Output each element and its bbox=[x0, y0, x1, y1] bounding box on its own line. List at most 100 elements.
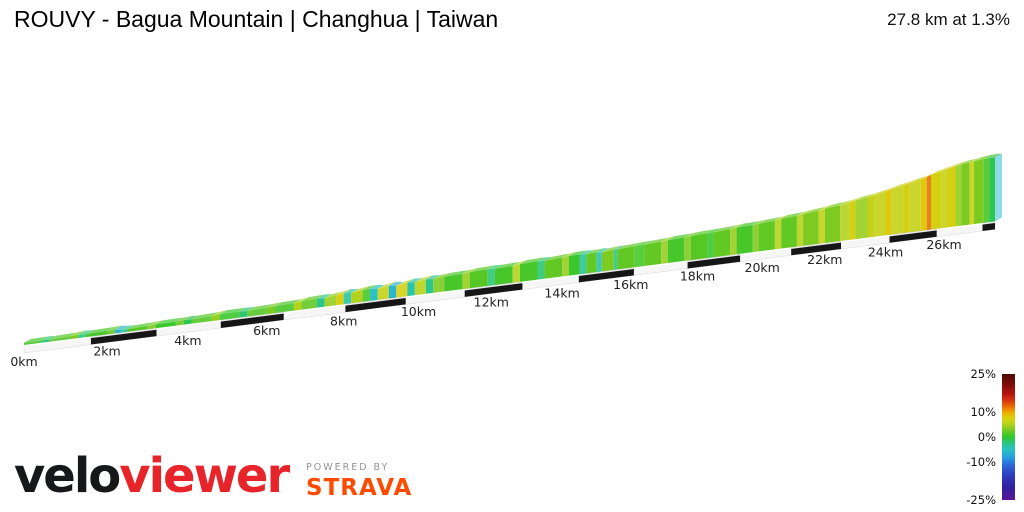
strava-logo: STRAVA bbox=[306, 475, 413, 501]
profile-segment-top bbox=[941, 165, 954, 172]
axis-distance-stripe bbox=[889, 228, 937, 243]
profile-segment-front bbox=[266, 306, 275, 315]
profile-segment-top bbox=[78, 330, 94, 335]
profile-segment-front bbox=[983, 158, 990, 223]
profile-segment-front bbox=[444, 274, 463, 292]
profile-segment-top bbox=[274, 299, 301, 307]
profile-segment-front bbox=[147, 324, 156, 330]
profile-segment-top bbox=[983, 154, 997, 159]
profile-segment-front bbox=[343, 293, 352, 305]
profile-segment-front bbox=[781, 215, 797, 249]
profile-segment-top bbox=[86, 327, 114, 335]
profile-segment-top bbox=[730, 223, 744, 230]
profile-segment-front bbox=[388, 285, 397, 299]
x-tick-label: 20km bbox=[745, 260, 780, 275]
profile-segment-front bbox=[407, 282, 415, 297]
route-stats: 27.8 km at 1.3% bbox=[887, 10, 1010, 29]
strava-attribution: POWERED BY STRAVA bbox=[306, 462, 412, 501]
profile-segment-top bbox=[107, 325, 123, 331]
profile-segment-top bbox=[596, 248, 609, 253]
profile-segment-front bbox=[803, 210, 819, 246]
profile-segment-top bbox=[444, 270, 470, 277]
profile-segment-front bbox=[175, 320, 184, 326]
profile-segment-front bbox=[274, 303, 294, 314]
profile-segment-top bbox=[414, 275, 433, 283]
profile-segment-top bbox=[351, 286, 370, 293]
profile-segment-front bbox=[519, 261, 538, 282]
profile-segment-top bbox=[774, 214, 789, 221]
profile-segment-top bbox=[324, 291, 344, 299]
profile-segment-top bbox=[586, 248, 604, 255]
veloviewer-logo: veloviewer bbox=[14, 450, 290, 503]
profile-segment-top bbox=[115, 325, 129, 330]
profile-end-cap bbox=[995, 153, 1002, 222]
profile-segment-top bbox=[873, 187, 893, 196]
profile-segment-top bbox=[519, 257, 545, 265]
axis-distance-stripe bbox=[578, 267, 634, 283]
profile-segment-top bbox=[469, 265, 495, 273]
profile-segment-front bbox=[362, 288, 371, 302]
profile-segment-front bbox=[634, 244, 645, 268]
x-tick-label: 8km bbox=[330, 313, 357, 328]
profile-segment-top bbox=[219, 307, 247, 315]
profile-segment-top bbox=[247, 303, 274, 311]
profile-segment-front bbox=[736, 225, 753, 255]
profile-segment-top bbox=[931, 167, 949, 175]
profile-segment-front bbox=[191, 316, 212, 324]
profile-segment-front bbox=[909, 179, 921, 233]
profile-segment-top bbox=[301, 294, 324, 302]
profile-segment-top bbox=[155, 317, 183, 325]
profile-segment-front bbox=[183, 319, 192, 325]
profile-segment-front bbox=[336, 293, 344, 306]
profile-segment-front bbox=[86, 331, 107, 338]
profile-segment-front bbox=[849, 200, 856, 240]
profile-segment-front bbox=[351, 290, 363, 304]
profile-segment-top bbox=[667, 233, 692, 241]
profile-segment-top bbox=[824, 201, 848, 209]
powered-by-label: POWERED BY bbox=[306, 462, 390, 473]
profile-segment-front bbox=[247, 307, 267, 317]
profile-segment-top bbox=[40, 335, 57, 341]
profile-segment-top bbox=[974, 154, 991, 162]
profile-segment-top bbox=[183, 315, 199, 321]
profile-segment-front bbox=[219, 311, 240, 321]
x-tick-label: 4km bbox=[174, 333, 201, 348]
x-tick-label: 10km bbox=[401, 304, 436, 319]
profile-segment-front bbox=[293, 301, 302, 311]
profile-segment-top bbox=[377, 281, 396, 289]
profile-segment-top bbox=[909, 175, 928, 184]
axis-distance-stripe bbox=[345, 296, 406, 313]
profile-segment-front bbox=[462, 272, 470, 290]
x-tick-label: 6km bbox=[253, 323, 280, 338]
x-tick-label: 26km bbox=[926, 237, 961, 252]
profile-segment-top bbox=[713, 225, 738, 233]
profile-segment-top bbox=[191, 312, 219, 320]
profile-segment-front bbox=[544, 257, 563, 279]
profile-segment-top bbox=[644, 237, 669, 245]
profile-segment-top bbox=[601, 245, 621, 253]
page-title: ROUVY - Bagua Mountain | Changhua | Taiw… bbox=[14, 6, 499, 32]
profile-segment-front bbox=[661, 240, 668, 264]
profile-segment-top bbox=[752, 219, 766, 226]
profile-segment-top bbox=[211, 310, 227, 317]
profile-segment-top bbox=[736, 221, 760, 228]
profile-segment-front bbox=[601, 249, 614, 272]
profile-segment-front bbox=[487, 268, 495, 286]
profile-segment-front bbox=[49, 336, 70, 342]
profile-segment-top bbox=[336, 289, 351, 296]
axis-distance-stripe bbox=[220, 311, 284, 328]
profile-segment-top bbox=[855, 193, 875, 201]
profile-segment-front bbox=[425, 279, 434, 294]
profile-segment-top bbox=[849, 196, 863, 203]
profile-segment-top bbox=[989, 153, 1002, 158]
axis-distance-stripe bbox=[687, 253, 741, 269]
profile-segment-front bbox=[667, 237, 685, 263]
profile-segment-front bbox=[774, 218, 782, 250]
profile-segment-front bbox=[377, 285, 389, 300]
profile-segment-front bbox=[596, 252, 602, 273]
axis-distance-stripe bbox=[464, 281, 523, 297]
profile-segment-front bbox=[24, 340, 41, 345]
profile-segment-top bbox=[661, 236, 675, 242]
profile-segment-front bbox=[433, 276, 445, 293]
